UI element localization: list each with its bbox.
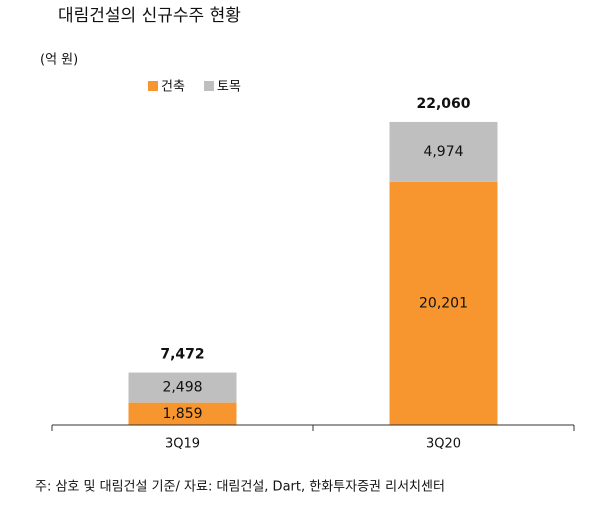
bar-segment <box>389 121 498 182</box>
footnote: 주: 삼호 및 대림건설 기준/ 자료: 대림건설, Dart, 한화투자증권 … <box>35 480 445 495</box>
unit-label: (억 원) <box>40 53 78 68</box>
legend-swatch <box>204 81 214 91</box>
bar-segment <box>389 181 498 425</box>
legend-swatch <box>148 81 158 91</box>
value-label: 1,859 <box>162 406 202 422</box>
value-label: 20,201 <box>419 295 468 311</box>
total-label: 22,060 <box>416 96 470 112</box>
legend-label: 건축 <box>161 80 185 95</box>
total-label: 7,472 <box>160 347 204 363</box>
x-tick-label: 3Q20 <box>426 437 461 452</box>
value-label: 2,498 <box>162 380 202 396</box>
bar-segment <box>128 372 237 403</box>
bar-segment <box>128 402 237 425</box>
chart-title: 대림건설의 신규수주 현황 <box>58 6 241 26</box>
legend-label: 토목 <box>217 80 241 95</box>
value-label: 4,974 <box>423 144 463 160</box>
x-tick-label: 3Q19 <box>165 437 200 452</box>
